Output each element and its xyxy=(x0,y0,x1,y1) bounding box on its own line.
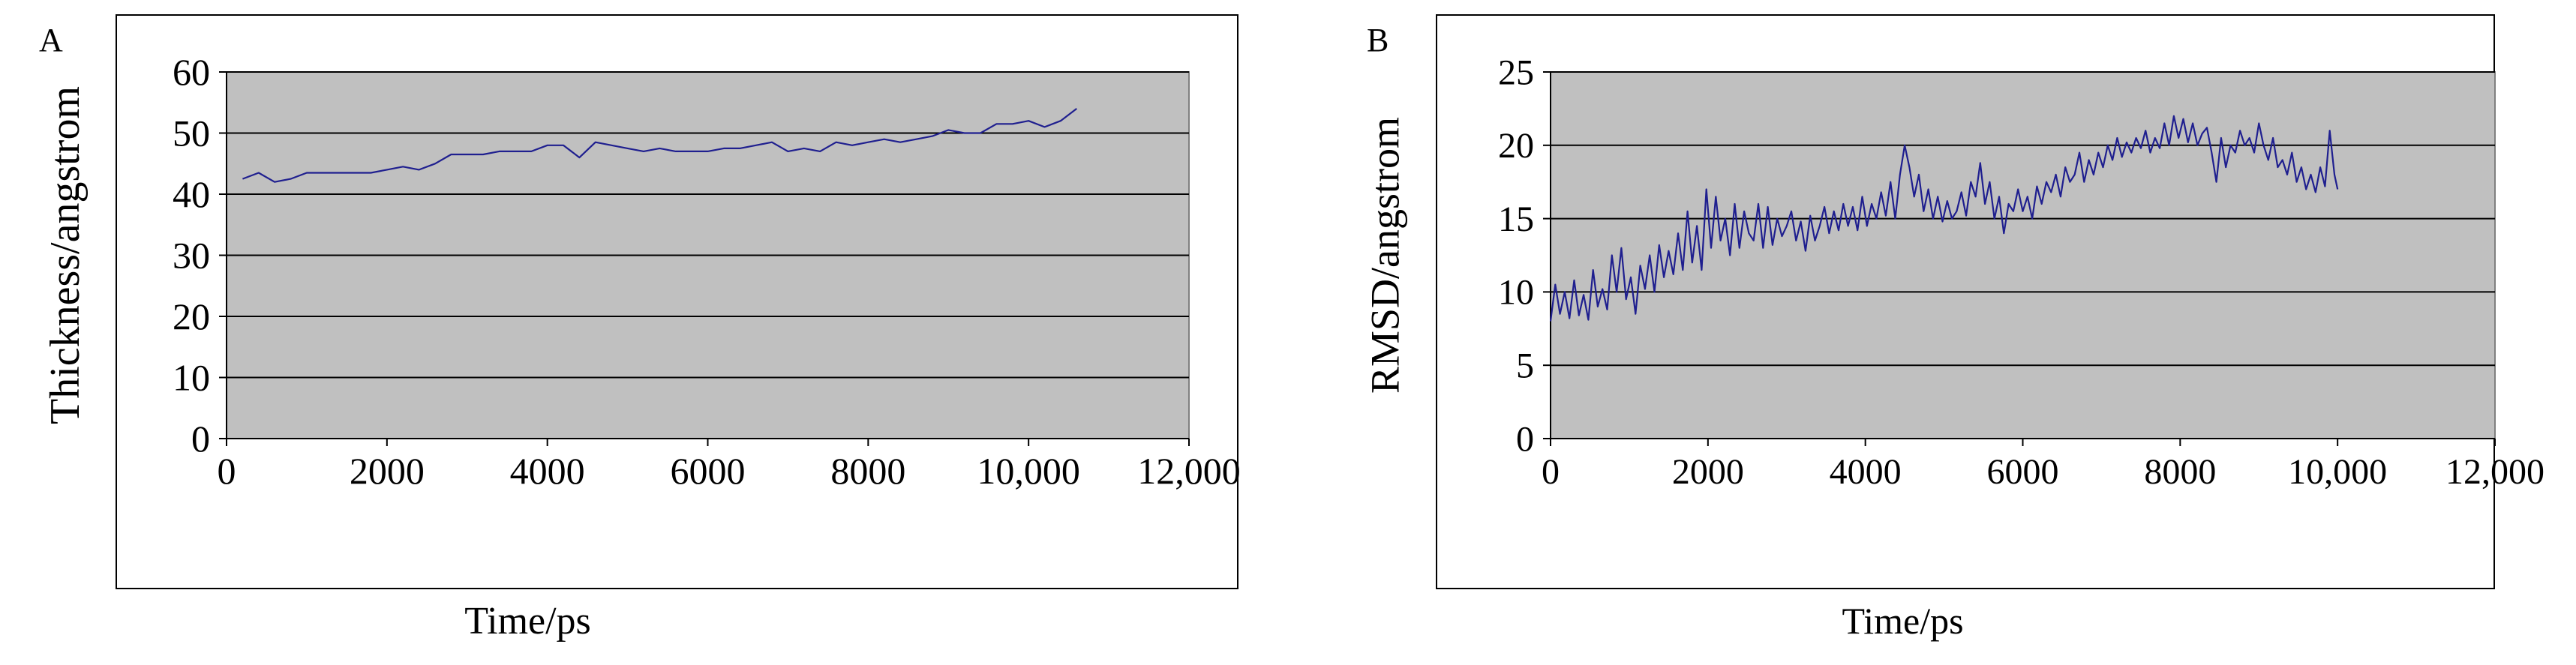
chart-frame xyxy=(116,14,1238,589)
x-tick-label: 4000 xyxy=(510,450,585,492)
y-tick-label: 30 xyxy=(173,235,210,277)
x-tick-label: 8000 xyxy=(830,450,905,492)
y-axis-label: RMSD/angstrom xyxy=(1362,117,1407,394)
y-tick-label: 25 xyxy=(1498,52,1534,92)
x-tick-label: 6000 xyxy=(1987,452,2059,492)
x-tick-label: 2000 xyxy=(1672,452,1744,492)
x-tick-label: 10,000 xyxy=(977,450,1080,492)
panel-label: B xyxy=(1367,22,1389,58)
x-tick-label: 8000 xyxy=(2144,452,2216,492)
x-tick-label: 2000 xyxy=(350,450,425,492)
y-tick-label: 15 xyxy=(1498,199,1534,239)
y-tick-label: 20 xyxy=(1498,126,1534,166)
x-axis-label: Time/ps xyxy=(1842,600,1963,642)
data-series-line xyxy=(1549,115,2339,322)
y-tick-label: 0 xyxy=(1516,419,1534,459)
chart-panel-A: A 0 10 20 30 40 50 60 0 2000 4000 6000 8000 10,000 12,… xyxy=(39,14,1241,643)
x-tick-label: 12,000 xyxy=(1137,450,1241,492)
x-tick-label: 0 xyxy=(1542,452,1560,492)
chart-panel-B: B 0 5 10 15 20 25 0 2000 4000 6000 8000 10,000 12,000… xyxy=(1362,14,2544,642)
x-tick-label: 6000 xyxy=(671,450,746,492)
y-axis-label: Thickness/angstrom xyxy=(42,86,89,424)
y-tick-label: 5 xyxy=(1516,346,1534,386)
y-tick-label: 0 xyxy=(191,418,210,460)
x-tick-label: 0 xyxy=(218,450,236,492)
x-tick-label: 12,000 xyxy=(2445,452,2544,492)
y-tick-label: 60 xyxy=(173,51,210,93)
y-tick-label: 40 xyxy=(173,173,210,215)
y-tick-label: 10 xyxy=(1498,273,1534,313)
x-axis-label: Time/ps xyxy=(464,600,591,643)
y-tick-label: 50 xyxy=(173,112,210,154)
plot-area xyxy=(1550,71,2496,439)
x-tick-label: 10,000 xyxy=(2288,452,2387,492)
y-tick-label: 20 xyxy=(173,295,210,337)
x-tick-label: 4000 xyxy=(1830,452,1902,492)
panel-label: A xyxy=(39,22,63,58)
y-tick-label: 10 xyxy=(173,357,210,399)
data-series-line xyxy=(242,108,1077,183)
